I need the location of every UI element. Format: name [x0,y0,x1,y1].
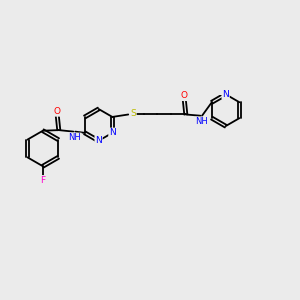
Text: N: N [95,136,102,145]
Text: O: O [54,107,61,116]
Text: NH: NH [68,133,81,142]
Text: O: O [181,91,188,100]
Text: NH: NH [195,117,208,126]
Text: F: F [40,176,45,185]
Text: N: N [222,90,229,99]
Text: N: N [109,128,116,137]
Text: S: S [130,110,136,118]
